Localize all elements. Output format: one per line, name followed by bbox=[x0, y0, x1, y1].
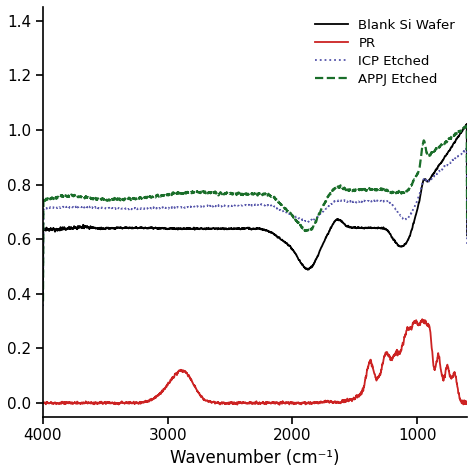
Legend: Blank Si Wafer, PR, ICP Etched, APPJ Etched: Blank Si Wafer, PR, ICP Etched, APPJ Etc… bbox=[310, 14, 460, 91]
X-axis label: Wavenumber (cm⁻¹): Wavenumber (cm⁻¹) bbox=[170, 449, 340, 467]
